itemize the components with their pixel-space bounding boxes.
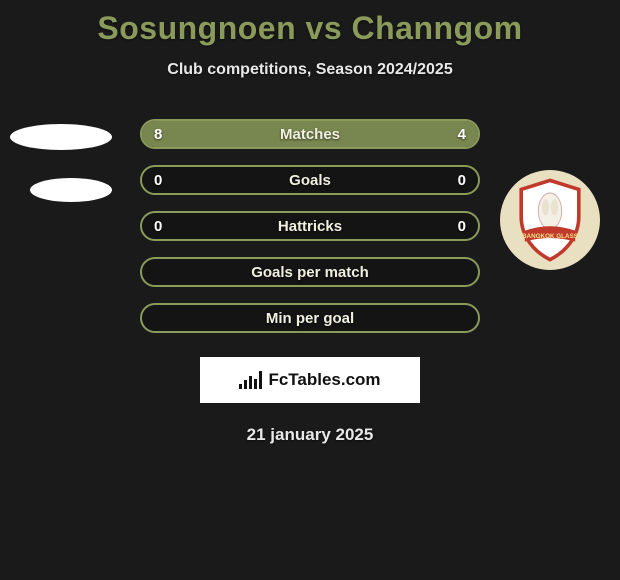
stat-row: 00Goals [140,165,480,195]
stat-label: Goals [142,172,478,189]
footer-logo[interactable]: FcTables.com [200,357,420,403]
date-label: 21 january 2025 [0,425,620,445]
shield-icon: BANGKOK GLASS [505,175,595,265]
stat-row: Min per goal [140,303,480,333]
subtitle: Club competitions, Season 2024/2025 [0,61,620,79]
stat-row: 84Matches [140,119,480,149]
bar-chart-icon [239,371,262,389]
stat-label: Min per goal [142,310,478,327]
stat-row: 00Hattricks [140,211,480,241]
footer-logo-text: FcTables.com [268,370,380,390]
player-placeholder-left [10,124,112,150]
page-title: Sosungnoen vs Channgom [0,0,620,47]
player-placeholder-left [30,178,112,202]
club-badge-right: BANGKOK GLASS [500,170,600,270]
svg-text:BANGKOK GLASS: BANGKOK GLASS [522,233,578,240]
stat-label: Hattricks [142,218,478,235]
stat-row: Goals per match [140,257,480,287]
stat-label: Matches [142,126,478,143]
stat-label: Goals per match [142,264,478,281]
